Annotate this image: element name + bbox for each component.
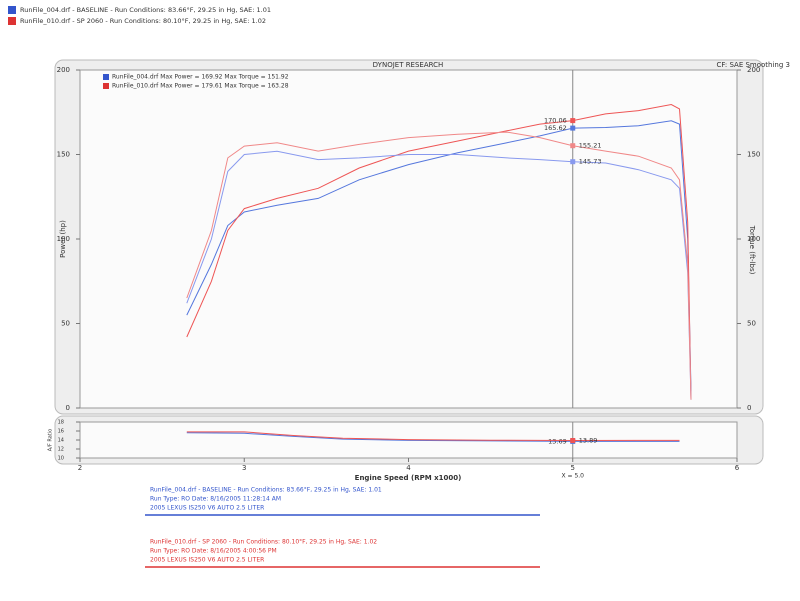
- chart-title: DYNOJET RESEARCH: [373, 61, 444, 69]
- x-tick-label: 4: [406, 464, 411, 472]
- y-tick-label: 150: [57, 151, 70, 159]
- cursor-marker: [570, 437, 576, 443]
- cursor-value: 165.62: [544, 124, 567, 132]
- y-tick-label: 0: [66, 404, 70, 412]
- y-tick-label: 10: [58, 456, 64, 462]
- footer-line: RunFile_010.drf - SP 2060 - Run Conditio…: [150, 539, 377, 546]
- plot-area: [79, 69, 738, 409]
- y2-tick-label: 50: [747, 320, 756, 328]
- y-tick-label: 18: [58, 420, 64, 426]
- header-line: RunFile_004.drf - BASELINE - Run Conditi…: [20, 6, 271, 14]
- x-tick-label: 5: [571, 464, 575, 472]
- cursor-marker: [570, 118, 576, 124]
- footer-line: Run Type: RO Date: 8/16/2005 4:00:56 PM: [150, 548, 277, 555]
- cursor-value: 145.73: [579, 158, 602, 166]
- y2-axis-label: Torque (ft-lbs): [748, 225, 756, 275]
- y2-tick-label: 100: [747, 235, 760, 243]
- cursor-value: 170.06: [544, 117, 567, 125]
- series-line: [186, 120, 692, 392]
- chart-subtitle: CF: SAE Smoothing 3: [717, 61, 790, 69]
- cursor-marker: [570, 143, 576, 149]
- legend-swatch: [103, 83, 109, 89]
- series-line: [186, 431, 680, 442]
- y-tick-label: 16: [58, 429, 64, 435]
- cursor-marker: [570, 159, 576, 165]
- y-axis-label: A/F Ratio: [48, 429, 54, 451]
- y-tick-label: 12: [58, 447, 64, 453]
- legend-swatch: [103, 74, 109, 80]
- series-line: [186, 432, 680, 442]
- series-line: [186, 103, 692, 400]
- x-tick-label: 2: [78, 464, 82, 472]
- y-tick-label: 200: [57, 66, 70, 74]
- footer-line: 2005 LEXUS IS250 V6 AUTO 2.5 LITER: [150, 505, 264, 512]
- footer-line: 2005 LEXUS IS250 V6 AUTO 2.5 LITER: [150, 557, 264, 564]
- cursor-value: 13.69: [548, 437, 567, 445]
- series-line: [186, 150, 692, 400]
- y2-tick-label: 200: [747, 66, 760, 74]
- y-tick-label: 14: [58, 438, 64, 444]
- legend-label: RunFile_004.drf Max Power = 169.92 Max T…: [112, 74, 289, 81]
- cursor-marker: [570, 125, 576, 131]
- cursor-value: 155.21: [579, 142, 602, 150]
- legend-swatch: [8, 6, 16, 14]
- x-tick-label: 3: [242, 464, 246, 472]
- header-line: RunFile_010.drf - SP 2060 - Run Conditio…: [20, 17, 266, 25]
- y-axis-label: Power (hp): [59, 220, 67, 258]
- legend-label: RunFile_010.drf Max Power = 179.61 Max T…: [112, 83, 289, 90]
- cursor-label: X = 5.0: [562, 473, 585, 480]
- footer-line: Run Type: RO Date: 8/16/2005 11:28:14 AM: [150, 496, 281, 503]
- x-axis-label: Engine Speed (RPM x1000): [355, 474, 462, 482]
- y-tick-label: 100: [57, 235, 70, 243]
- y2-tick-label: 150: [747, 151, 760, 159]
- x-tick-label: 6: [735, 464, 740, 472]
- legend-swatch: [8, 17, 16, 25]
- y2-tick-label: 0: [747, 404, 751, 412]
- series-line: [186, 131, 692, 400]
- cursor-value: 13.89: [579, 436, 598, 444]
- y-tick-label: 50: [61, 320, 70, 328]
- footer-line: RunFile_004.drf - BASELINE - Run Conditi…: [150, 487, 382, 494]
